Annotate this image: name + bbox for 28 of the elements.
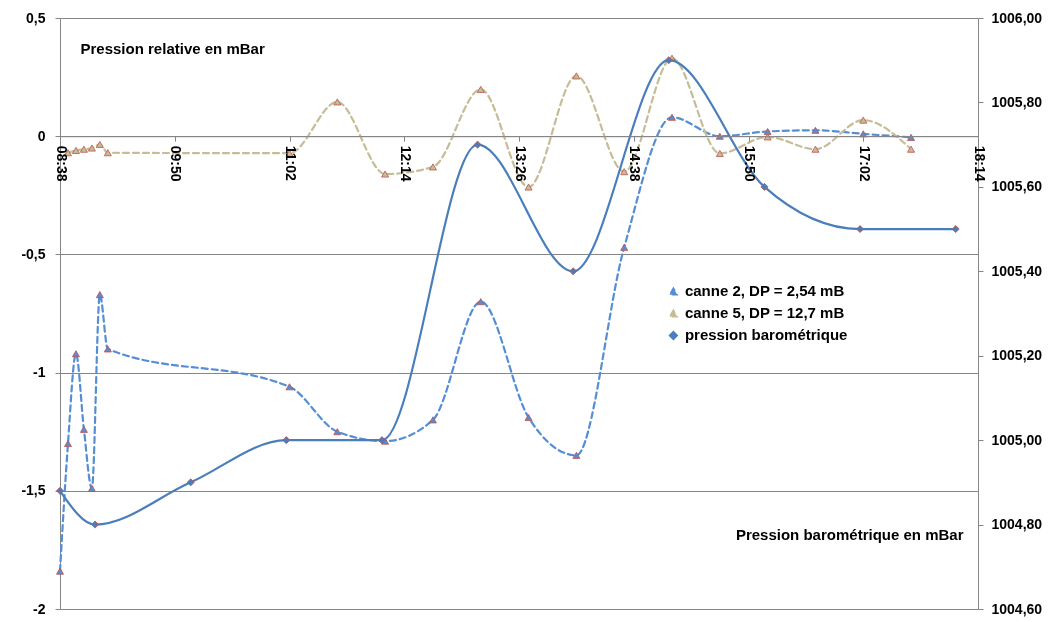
y2-tick-label: 1005,60 bbox=[991, 178, 1043, 195]
y2-tick-label: 1005,00 bbox=[991, 431, 1043, 448]
legend-label: pression barométrique bbox=[684, 326, 848, 344]
y-tick-label: -0,5 bbox=[21, 245, 46, 262]
y2-tick-label: 1005,20 bbox=[991, 347, 1043, 364]
x-tick-label: 11:02 bbox=[283, 145, 299, 181]
x-tick-label: 12:14 bbox=[397, 145, 414, 182]
y2-axis-title: Pression barométrique en mBar bbox=[735, 525, 964, 543]
x-tick-label: 08:38 bbox=[53, 145, 70, 182]
y2-tick-label: 1004,60 bbox=[991, 600, 1043, 617]
y-tick-label: -1,5 bbox=[21, 482, 46, 499]
y-tick-label: 0 bbox=[37, 127, 46, 144]
y-tick-label: -2 bbox=[33, 600, 46, 617]
y2-tick-label: 1006,00 bbox=[991, 9, 1043, 26]
y2-tick-label: 1005,80 bbox=[991, 93, 1043, 110]
x-tick-label: 15:50 bbox=[742, 145, 758, 182]
legend-label: canne 5, DP = 12,7 mB bbox=[684, 304, 845, 322]
y2-tick-label: 1004,80 bbox=[991, 516, 1043, 533]
x-tick-label: 18:14 bbox=[971, 145, 988, 182]
y-tick-label: -1 bbox=[33, 364, 46, 381]
x-tick-label: 14:38 bbox=[627, 145, 644, 182]
x-tick-label: 09:50 bbox=[168, 145, 185, 182]
legend-label: canne 2, DP = 2,54 mB bbox=[684, 282, 845, 300]
x-tick-label: 13:26 bbox=[512, 145, 529, 182]
x-tick-label: 17:02 bbox=[856, 145, 873, 182]
y2-tick-label: 1005,40 bbox=[991, 262, 1043, 279]
y-axis-title: Pression relative en mBar bbox=[80, 39, 265, 57]
y-tick-label: 0,5 bbox=[26, 9, 46, 26]
